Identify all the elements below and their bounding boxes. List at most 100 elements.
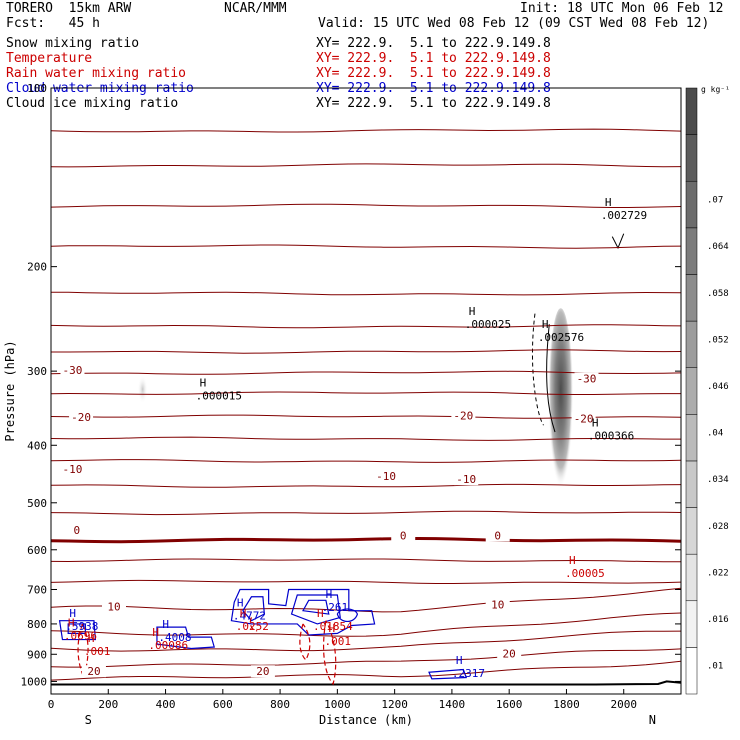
max-marker: H — [88, 632, 95, 645]
max-marker: H — [69, 607, 76, 620]
isotherm-label-bg — [454, 473, 479, 486]
isotherm — [51, 612, 681, 637]
max-marker: H — [456, 654, 463, 667]
y-tick-label: 300 — [27, 365, 47, 378]
isotherm — [51, 128, 681, 133]
max-value-label: .000366 — [588, 429, 634, 442]
cloud-water-contour — [58, 620, 97, 641]
max-value-label: .2317 — [452, 667, 485, 680]
x-tick-label: 1200 — [381, 698, 408, 711]
isotherm — [51, 163, 681, 168]
max-marker: H — [200, 376, 207, 389]
rain-contour — [323, 620, 337, 686]
temperature-contours — [51, 128, 681, 686]
colorbar-unit: g kg⁻¹ — [701, 85, 730, 94]
colorbar-tick-label: .058 — [707, 289, 729, 299]
isotherm-label: -20 — [453, 410, 473, 423]
max-value-label: .001 — [84, 645, 111, 658]
max-value-label: .00005 — [565, 567, 605, 580]
colorbar-cell — [685, 134, 698, 182]
isotherm — [51, 324, 681, 329]
rain-contour — [249, 617, 258, 632]
x-tick-label: 600 — [213, 698, 233, 711]
x-tick-label: 0 — [48, 698, 55, 711]
max-value-label: .0252 — [236, 620, 269, 633]
isotherm-label: -20 — [71, 411, 91, 424]
isotherm — [51, 291, 681, 296]
isotherm-label: -30 — [577, 373, 597, 386]
colorbar-cell — [685, 87, 698, 135]
max-marker: H — [162, 618, 169, 631]
x-end-right-label: N — [649, 713, 656, 727]
max-value-label: .001 — [324, 635, 351, 648]
colorbar-cell — [685, 414, 698, 462]
y-tick-label: 700 — [27, 584, 47, 597]
colorbar-tick-label: .046 — [707, 382, 729, 392]
max-marker: H — [569, 554, 576, 567]
isotherm-label-bg — [81, 665, 106, 678]
rain-contour — [299, 623, 311, 661]
isotherm — [51, 391, 681, 395]
cloud-water-contour — [230, 588, 376, 636]
max-marker: H — [237, 596, 244, 609]
field-cloud-ice-xy: XY= 222.9. 5.1 to 222.9.149.8 — [316, 96, 551, 111]
colorbar-cell — [685, 460, 698, 508]
cloud-water-contour — [302, 599, 330, 615]
forecast-hour: Fcst: 45 h — [6, 16, 100, 31]
y-tick-label: 1000 — [21, 675, 48, 688]
field-snow-label: Snow mixing ratio — [6, 36, 140, 51]
colorbar: .01 .016 .022 .028 .034 .04 .046 .052 .058 .064 .0… — [685, 85, 730, 695]
isotherm-label: 20 — [503, 647, 516, 660]
y-tick-label: 800 — [27, 618, 47, 631]
field-cloud-ice-label: Cloud ice mixing ratio — [6, 96, 179, 111]
colorbar-tick-label: .016 — [707, 615, 729, 625]
colorbar-tick-label: .064 — [707, 242, 729, 252]
max-value-label: .002576 — [538, 331, 584, 344]
y-tick-label: 200 — [27, 261, 47, 274]
snow-shading — [137, 233, 625, 503]
snow-shade-small — [137, 375, 148, 404]
max-marker: H — [317, 607, 324, 620]
colorbar-cell — [685, 227, 698, 275]
colorbar-cell — [685, 274, 698, 322]
colorbar-tick-label: .034 — [707, 475, 729, 485]
x-tick-label: 800 — [270, 698, 290, 711]
x-tick-label: 1800 — [553, 698, 580, 711]
field-temperature-xy: XY= 222.9. 5.1 to 222.9.149.8 — [316, 51, 551, 66]
isotherm-label-bg — [250, 665, 275, 678]
rain-contour — [77, 623, 89, 680]
max-value-label: .000025 — [465, 318, 511, 331]
x-tick-label: 200 — [98, 698, 118, 711]
isotherm — [51, 587, 681, 613]
cloud-water-contour — [242, 596, 265, 622]
isotherm-label: 0 — [73, 524, 80, 537]
isotherm-label: 20 — [87, 665, 100, 678]
max-value-label: .261 — [322, 601, 349, 614]
rain-contours — [77, 617, 337, 686]
max-marker: H — [240, 607, 247, 620]
max-value-label: .002729 — [601, 209, 647, 222]
cloud-water-contour — [336, 608, 359, 623]
max-marker: H — [152, 626, 159, 639]
field-rain-label: Rain water mixing ratio — [6, 66, 187, 81]
max-marker: H — [328, 622, 335, 635]
isotherm-label: 0 — [400, 530, 407, 543]
max-marker: H — [605, 196, 612, 209]
max-value-label: .000015 — [196, 389, 242, 402]
max-marker: H — [68, 616, 75, 629]
colorbar-cell — [685, 180, 698, 229]
isotherm — [51, 579, 681, 584]
max-marker: H — [326, 588, 333, 601]
isotherm — [51, 648, 681, 668]
isotherm — [51, 459, 681, 463]
field-snow-xy: XY= 222.9. 5.1 to 222.9.149.8 — [316, 36, 551, 51]
max-marker: H — [469, 305, 476, 318]
colorbar-tick-label: .022 — [707, 568, 729, 578]
colorbar-tick-label: .028 — [707, 522, 729, 532]
isotherm — [51, 436, 681, 441]
isotherm-label: 10 — [107, 600, 120, 613]
isotherm — [51, 244, 681, 249]
isotherm — [51, 483, 681, 488]
x-axis-label: Distance (km) — [319, 713, 413, 727]
